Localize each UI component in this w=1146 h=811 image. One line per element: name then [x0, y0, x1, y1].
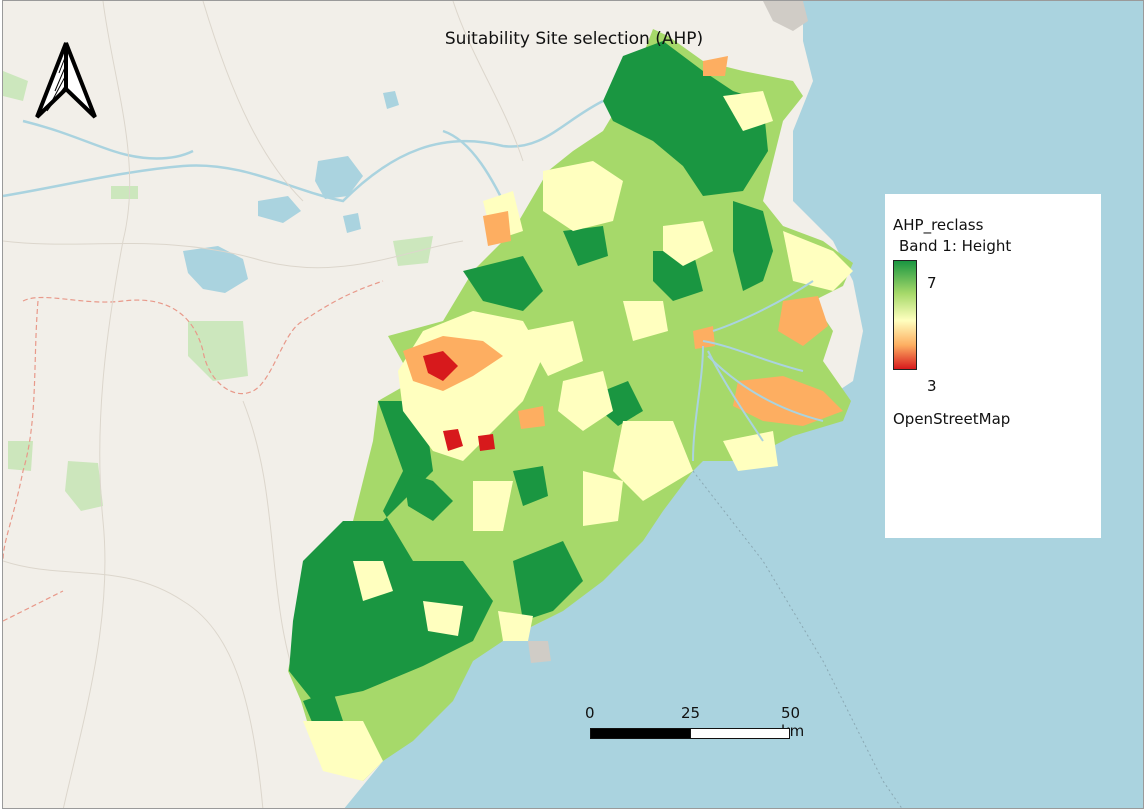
offshore-line	[692, 470, 903, 808]
legend-max-label: 7	[927, 274, 937, 292]
delta-channels	[692, 280, 824, 462]
suitability-raster	[288, 29, 853, 781]
scale-bar: 0 25 50 km	[583, 704, 823, 744]
north-arrow-icon	[35, 42, 97, 119]
coastal-settlements	[528, 1, 808, 663]
park-areas	[3, 71, 433, 511]
legend-band-label: Band 1: Height	[899, 237, 1012, 255]
legend-min-label: 3	[927, 377, 937, 395]
scale-label-25: 25	[681, 704, 701, 722]
suitability-moderate	[303, 91, 853, 781]
legend-basemap-label: OpenStreetMap	[893, 410, 1011, 428]
legend-color-ramp	[893, 260, 917, 370]
legend: AHP_reclass Band 1: Height 7 3 OpenStree…	[885, 194, 1101, 538]
suitability-very-low	[423, 351, 495, 451]
scale-label-0: 0	[585, 704, 595, 722]
legend-layer-name: AHP_reclass	[893, 216, 984, 234]
north-arrow	[33, 39, 99, 125]
lakes	[183, 91, 399, 293]
scale-segment-white	[690, 728, 790, 739]
scale-segment-black	[590, 728, 691, 739]
admin-boundaries	[3, 280, 384, 622]
map-title: Suitability Site selection (AHP)	[444, 29, 704, 49]
